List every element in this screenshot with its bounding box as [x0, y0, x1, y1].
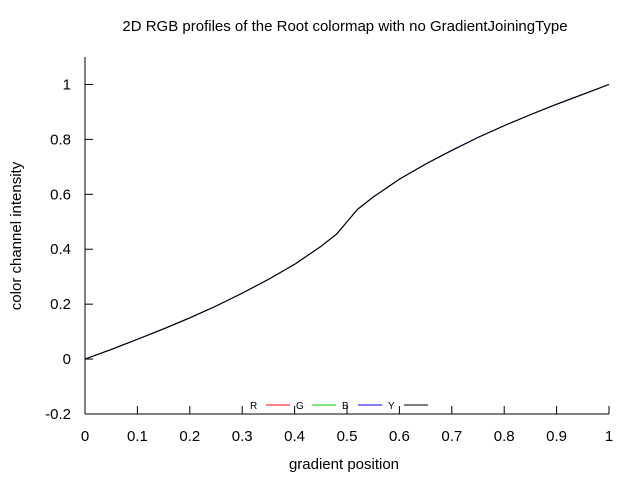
y-tick-label: 1 [63, 76, 71, 93]
x-tick-label: 0.1 [127, 428, 148, 445]
y-tick-label: 0.4 [50, 241, 71, 258]
legend-label-b: B [342, 401, 349, 412]
x-tick-label: 0.4 [284, 428, 305, 445]
y-tick-label: 0.2 [50, 296, 71, 313]
series-layer [84, 83, 610, 360]
x-tick-label: 0.8 [494, 428, 515, 445]
x-tick-label: 0.9 [546, 428, 567, 445]
y-tick-label: 0.6 [50, 186, 71, 203]
x-tick-label: 0.3 [232, 428, 253, 445]
axes: 0 0.1 0.2 0.3 0.4 0.5 0.6 0.7 0.8 0.9 1 -0.2 0 0.2 0.4… [45, 57, 613, 445]
x-tick-label: 0.7 [441, 428, 462, 445]
y-tick-label: 0.8 [50, 131, 71, 148]
chart-title: 2D RGB profiles of the Root colormap wit… [122, 18, 567, 35]
x-tick-label: 1 [605, 428, 613, 445]
y-tick-label: -0.2 [45, 406, 71, 423]
x-tick-label: 0 [81, 428, 89, 445]
x-tick-label: 0.5 [337, 428, 358, 445]
y-axis-label: color channel intensity [8, 161, 25, 310]
legend-label-y: Y [388, 401, 395, 412]
legend-label-r: R [250, 401, 257, 412]
x-axis-label: gradient position [289, 456, 399, 473]
y-tick-label: 0 [63, 351, 71, 368]
x-tick-label: 0.6 [389, 428, 410, 445]
legend-label-g: G [296, 401, 304, 412]
x-tick-label: 0.2 [179, 428, 200, 445]
series-line-y [84, 83, 610, 360]
